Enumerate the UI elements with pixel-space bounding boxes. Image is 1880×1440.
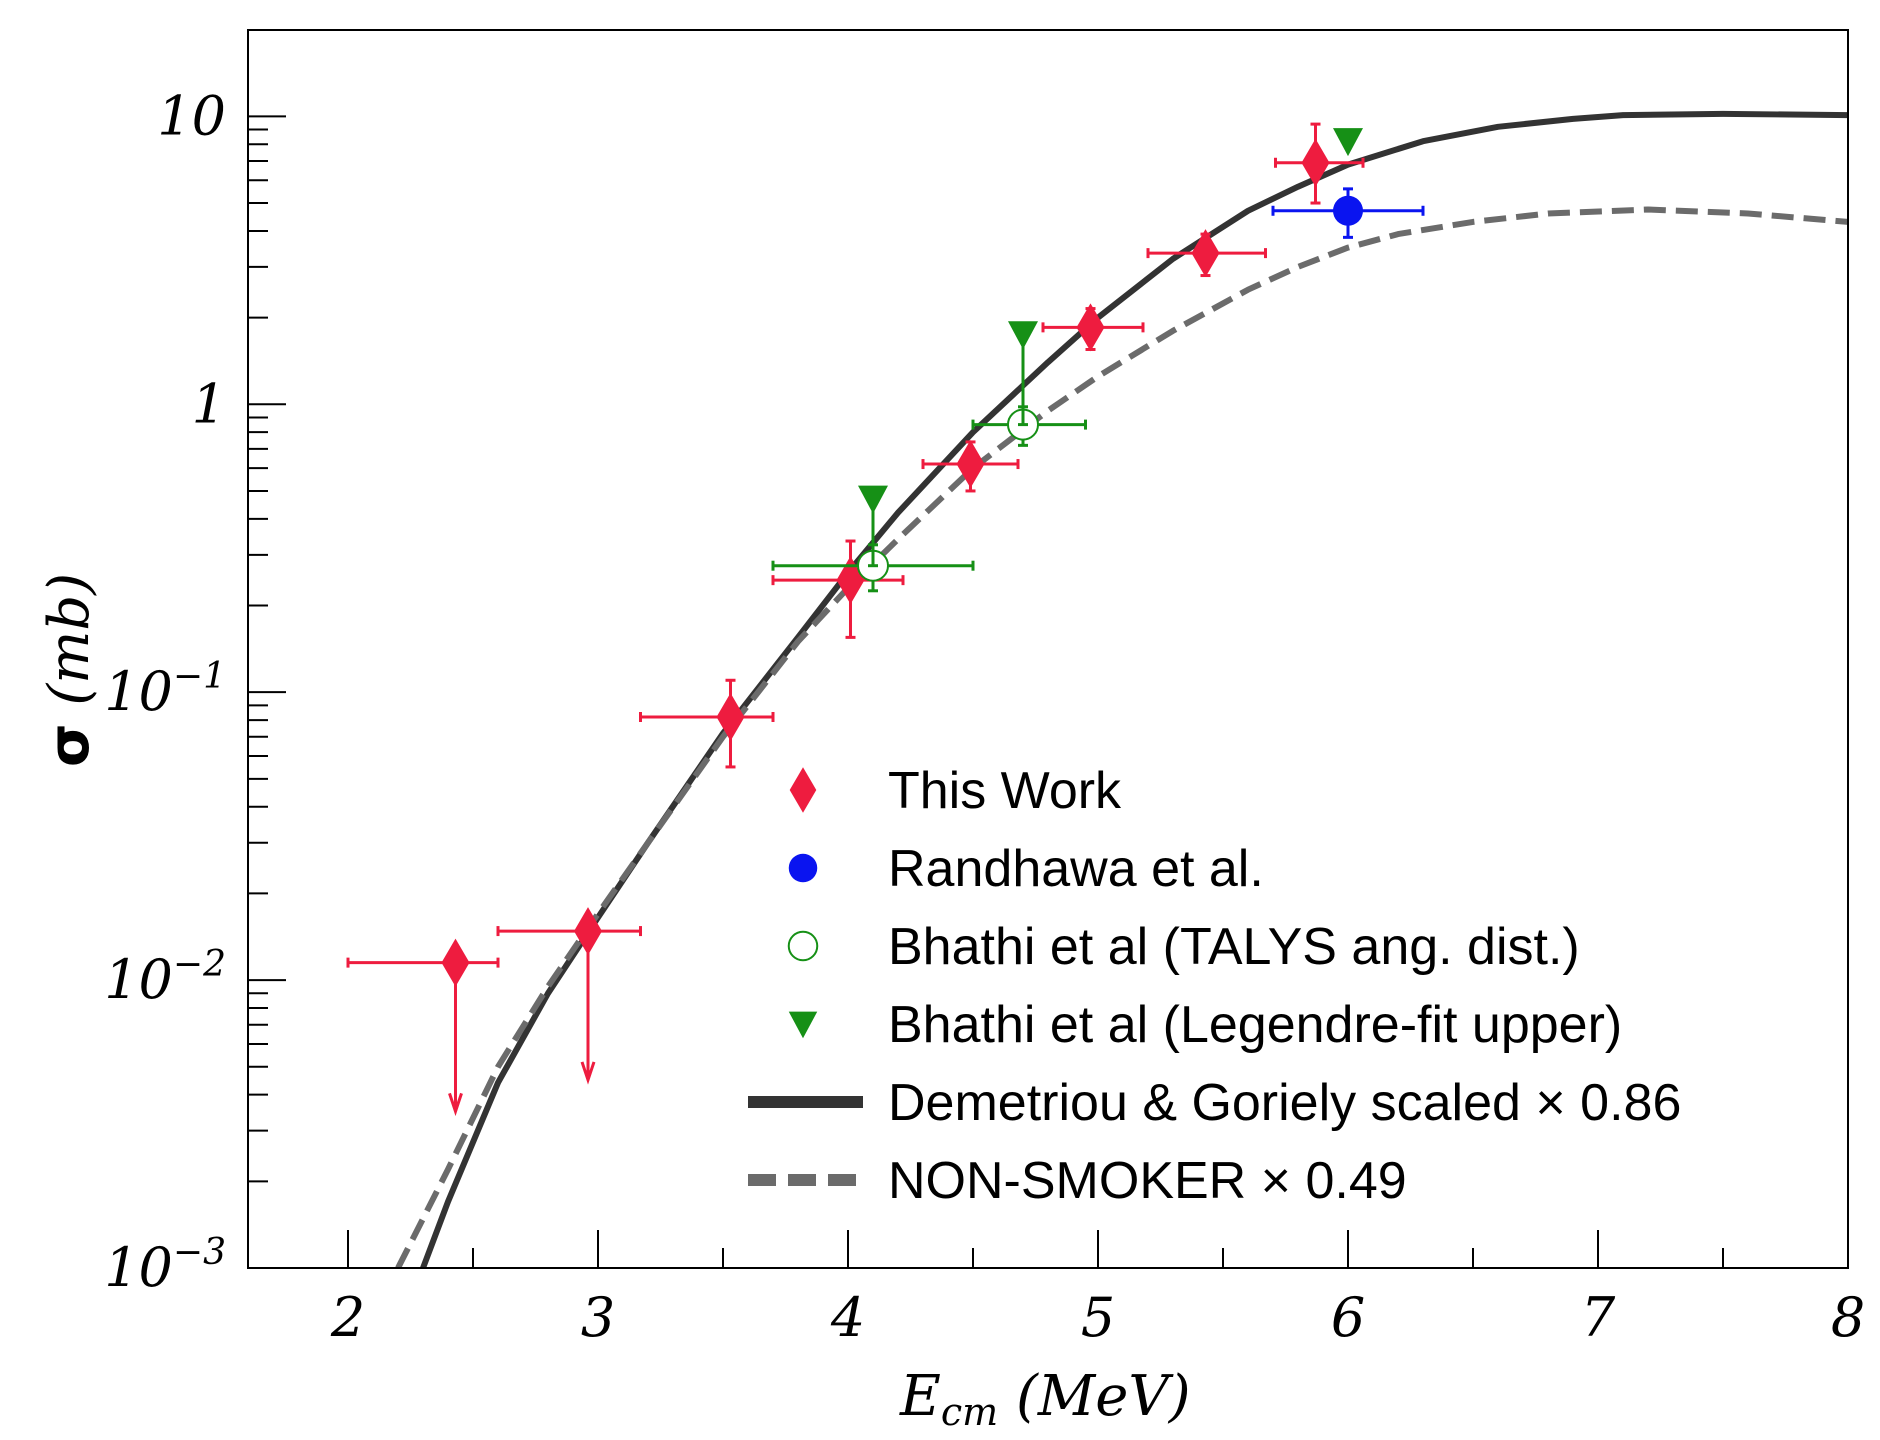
legend-label: Randhawa et al.	[888, 840, 1264, 898]
filled-circle-marker	[1333, 195, 1363, 226]
y-tick-label: 10−1	[104, 656, 226, 723]
data-point	[346, 938, 500, 1117]
open-circle-marker	[787, 930, 819, 962]
legend-entry: NON-SMOKER × 0.49	[748, 1152, 1407, 1210]
x-tick-label: 6	[1331, 1286, 1365, 1349]
data-point	[858, 485, 888, 568]
diamond-marker	[574, 907, 602, 956]
x-axis-title: Ecm (MeV)	[899, 1364, 1191, 1434]
tick-labels: 2 3 4 5 6 7 8 10 1 10−1 10−2 10−3	[104, 84, 1865, 1349]
y-axis-title-rest: (mb)	[37, 573, 102, 723]
non-smoker-curve	[395, 206, 1848, 1268]
y-axis-title-symbol: σ	[37, 723, 102, 767]
data-point	[1274, 122, 1365, 205]
diamond-marker	[1301, 138, 1330, 187]
legend-entry: Bhathi et al (TALYS ang. dist.)	[787, 918, 1580, 976]
data-points	[346, 122, 1425, 1117]
diamond-marker	[441, 938, 470, 987]
diamond-marker	[1076, 303, 1105, 352]
triangle-down-marker	[1008, 321, 1038, 350]
triangle-down-marker	[858, 485, 888, 514]
upper-limit-arrow	[580, 1061, 596, 1085]
x-tick-label: 3	[581, 1286, 615, 1349]
data-point	[639, 678, 775, 769]
diamond-marker	[789, 767, 817, 813]
data-point	[1146, 229, 1267, 278]
diamond-marker	[716, 692, 745, 741]
x-axis-title-main: E	[899, 1364, 941, 1429]
legend-label: This Work	[888, 762, 1122, 820]
x-tick-label: 8	[1831, 1286, 1865, 1349]
plot-frame	[247, 29, 1849, 1269]
upper-limit-arrow	[448, 1092, 463, 1117]
filled-circle-marker	[788, 853, 818, 883]
data-point	[1041, 303, 1145, 352]
diamond-marker	[956, 440, 985, 489]
legend-entry: Demetriou & Goriely scaled × 0.86	[748, 1074, 1681, 1132]
data-point	[1333, 128, 1363, 157]
y-tick-label: 10	[157, 84, 226, 147]
x-tick-label: 2	[330, 1286, 365, 1349]
triangle-down-marker	[788, 1011, 818, 1039]
triangle-down-marker	[1333, 128, 1363, 157]
legend-label: Demetriou & Goriely scaled × 0.86	[888, 1074, 1681, 1132]
legend-label: Bhathi et al (TALYS ang. dist.)	[888, 918, 1580, 976]
x-axis-title-rest: (MeV)	[998, 1364, 1190, 1429]
x-axis-title-sub: cm	[941, 1390, 998, 1434]
y-tick-label: 1	[192, 372, 226, 435]
x-tick-label: 7	[1581, 1286, 1616, 1349]
legend-entry: Bhathi et al (Legendre-fit upper)	[788, 996, 1622, 1054]
legend-entry: Randhawa et al.	[788, 840, 1264, 898]
data-point	[921, 440, 1020, 493]
data-point	[1271, 187, 1425, 239]
x-tick-label: 5	[1081, 1286, 1115, 1349]
data-point	[496, 907, 642, 1085]
x-tick-label: 4	[830, 1286, 865, 1349]
legend-entry: This Work	[789, 762, 1122, 820]
y-tick-label: 10−2	[104, 944, 226, 1011]
y-axis-title: σ (mb)	[37, 573, 102, 767]
legend-label: Bhathi et al (Legendre-fit upper)	[888, 996, 1622, 1054]
data-point	[1008, 321, 1038, 427]
legend: This Work Randhawa et al. Bhathi et al (TA…	[748, 762, 1681, 1210]
diamond-marker	[1191, 229, 1220, 278]
y-tick-label: 10−3	[104, 1232, 226, 1299]
legend-label: NON-SMOKER × 0.49	[888, 1152, 1407, 1210]
